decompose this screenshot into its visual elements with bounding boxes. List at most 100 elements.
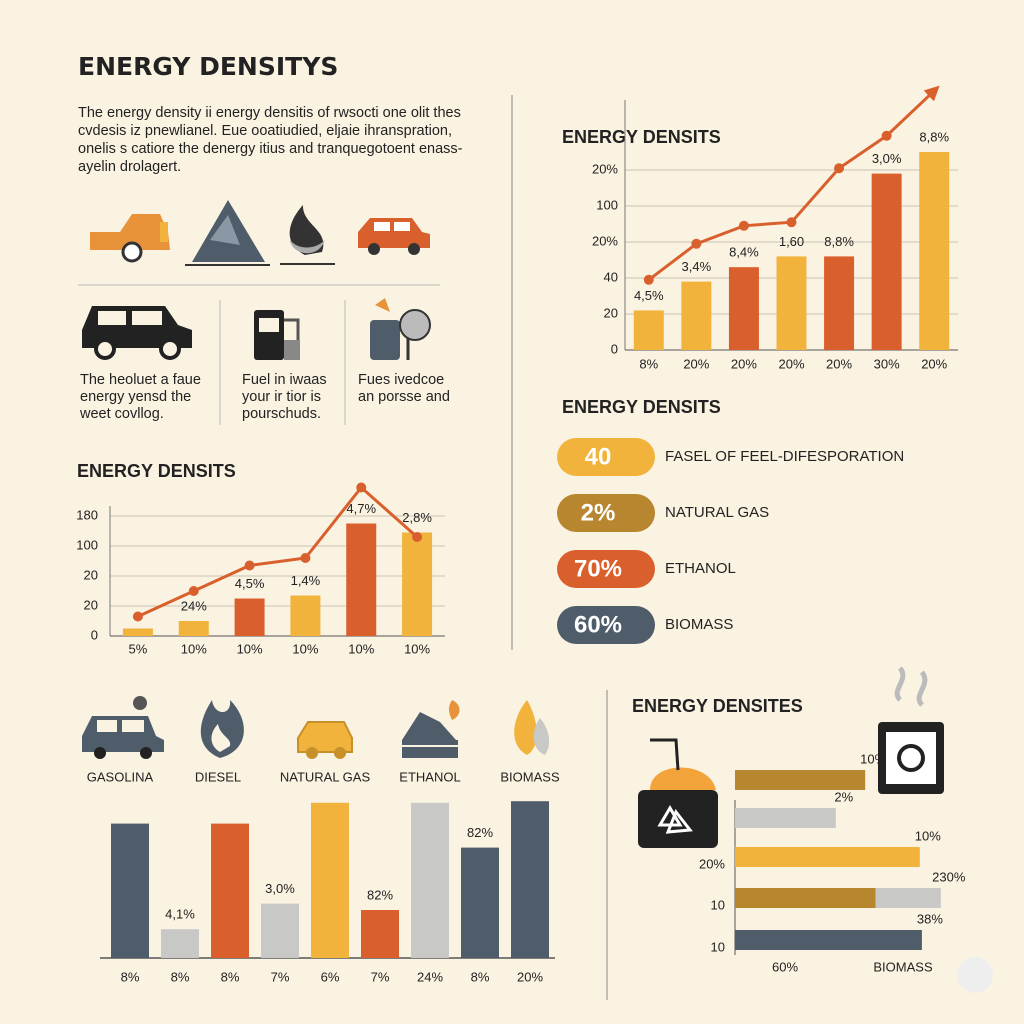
caption: energy yensd the xyxy=(80,389,191,405)
bar xyxy=(735,847,920,867)
icon-label: BIOMASS xyxy=(500,769,560,784)
bar xyxy=(871,173,902,350)
bar xyxy=(633,310,664,350)
line-point xyxy=(881,130,892,141)
legend-value: 70% xyxy=(574,555,622,582)
x-label: BIOMASS xyxy=(873,959,933,974)
icon-recycle-tank xyxy=(638,738,718,848)
y-tick-label: 0 xyxy=(611,341,618,356)
bar xyxy=(824,256,855,350)
icon-flame xyxy=(280,205,335,265)
icon-coal xyxy=(185,200,270,266)
line-point xyxy=(834,163,845,174)
line-point xyxy=(412,532,423,542)
bar xyxy=(234,598,265,636)
icon-label: GASOLINA xyxy=(87,769,154,784)
line-point xyxy=(300,553,311,563)
line-point xyxy=(691,238,702,249)
bar-label: 82% xyxy=(367,887,393,902)
icon-ethanol xyxy=(402,700,460,758)
y-tick-label: 100 xyxy=(596,197,618,212)
icon-smoke-box xyxy=(878,666,944,794)
x-tick-label: 10% xyxy=(237,641,263,656)
icon-biomass-drop xyxy=(514,700,550,755)
y-tick-label: 180 xyxy=(76,507,98,522)
bar xyxy=(122,628,153,636)
x-tick-label: 7% xyxy=(371,969,390,984)
line-point xyxy=(132,611,143,622)
bar-label: 4,5% xyxy=(235,576,265,591)
y-tick-label: 10 xyxy=(711,897,725,912)
x-tick-label: 24% xyxy=(417,969,443,984)
x-tick-label: 10% xyxy=(292,641,318,656)
icon-car-small xyxy=(358,218,430,255)
icon-car xyxy=(90,214,170,263)
intro-text: cvdesis iz pnewlianel. Eue ooatiudied, e… xyxy=(78,123,452,139)
y-tick-label: 20% xyxy=(592,161,618,176)
y-tick-label: 20% xyxy=(699,856,725,871)
bar-label: 1,60 xyxy=(779,234,804,249)
x-tick-label: 20% xyxy=(517,969,543,984)
bar xyxy=(735,808,836,828)
bar-label: 2% xyxy=(834,789,853,804)
bar xyxy=(111,823,149,958)
bar-label: 3,0% xyxy=(265,881,295,896)
y-tick-label: 40 xyxy=(604,269,618,284)
icon-fuel-pump xyxy=(254,310,300,360)
x-tick-label: 8% xyxy=(639,356,658,371)
intro-text: The energy density ii energy densitis of… xyxy=(78,105,461,121)
bar-label: 1,4% xyxy=(291,573,321,588)
caption: pourschuds. xyxy=(242,406,321,422)
line-point xyxy=(244,560,255,571)
bar-label: 3,4% xyxy=(682,259,712,274)
legend-value: 2% xyxy=(581,499,616,526)
bar-label: 4,7% xyxy=(346,501,376,516)
legend-label: NATURAL GAS xyxy=(665,504,769,521)
bar-label: 8,4% xyxy=(729,245,759,260)
bar-label: 3,0% xyxy=(872,151,902,166)
bar xyxy=(919,152,950,350)
x-tick-label: 20% xyxy=(921,356,947,371)
line xyxy=(137,485,419,618)
icon-label: NATURAL GAS xyxy=(280,769,371,784)
bar-label: 10% xyxy=(860,751,886,766)
bar-label: 230% xyxy=(932,869,966,884)
chart-title: ENERGY DENSITES xyxy=(632,696,803,716)
x-tick-label: 20% xyxy=(731,356,757,371)
intro-text: ayelin drolagert. xyxy=(78,159,181,175)
legend-pill xyxy=(557,550,655,588)
icon-diesel xyxy=(200,700,244,758)
bar-label: 10% xyxy=(915,828,941,843)
bar xyxy=(681,281,712,350)
x-tick-label: 10% xyxy=(348,641,374,656)
x-tick-label: 6% xyxy=(321,969,340,984)
bar xyxy=(735,930,922,950)
page-title: ENERGY DENSITYS xyxy=(78,52,338,81)
bar xyxy=(728,267,759,350)
legend-pill xyxy=(557,438,655,476)
chart-title: ENERGY DENSITS xyxy=(77,461,236,481)
line-point xyxy=(786,217,797,228)
y-tick-label: 20 xyxy=(84,597,98,612)
bar xyxy=(161,929,199,958)
bar xyxy=(290,595,321,636)
x-tick-label: 7% xyxy=(271,969,290,984)
legend-pill xyxy=(557,606,655,644)
y-tick-label: 20% xyxy=(592,233,618,248)
legend-value: 60% xyxy=(574,611,622,638)
bar xyxy=(361,910,399,958)
bar-label: 8,8% xyxy=(919,129,949,144)
icon-natural-gas xyxy=(297,721,353,759)
bar xyxy=(311,802,349,958)
icon-label: ETHANOL xyxy=(399,769,460,784)
legend-label: ETHANOL xyxy=(665,560,736,577)
intro-text: onelis s catiore the denergy itius and t… xyxy=(78,141,463,157)
x-tick-label: 5% xyxy=(129,641,148,656)
watermark xyxy=(957,957,993,993)
legend-pill xyxy=(557,494,655,532)
bar xyxy=(402,532,433,636)
x-tick-label: 10% xyxy=(404,641,430,656)
bar-label: 24% xyxy=(181,598,207,613)
bar-label: 38% xyxy=(917,911,943,926)
bar xyxy=(178,621,209,636)
